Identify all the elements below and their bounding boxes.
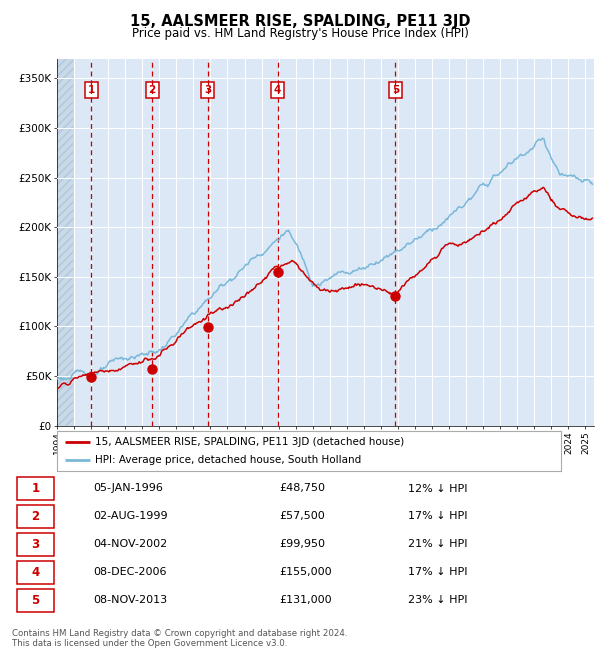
Text: 3: 3 [204, 85, 211, 96]
Text: 4: 4 [31, 566, 40, 579]
Text: 15, AALSMEER RISE, SPALDING, PE11 3JD: 15, AALSMEER RISE, SPALDING, PE11 3JD [130, 14, 470, 29]
Text: 08-DEC-2006: 08-DEC-2006 [94, 567, 167, 577]
Bar [57, 58, 73, 426]
Text: Contains HM Land Registry data © Crown copyright and database right 2024.
This d: Contains HM Land Registry data © Crown c… [12, 629, 347, 648]
Bar [57, 58, 73, 426]
Text: £155,000: £155,000 [280, 567, 332, 577]
Text: 17% ↓ HPI: 17% ↓ HPI [408, 512, 467, 521]
Text: 23% ↓ HPI: 23% ↓ HPI [408, 595, 467, 605]
Text: 5: 5 [392, 85, 399, 96]
Text: Price paid vs. HM Land Registry's House Price Index (HPI): Price paid vs. HM Land Registry's House … [131, 27, 469, 40]
Text: £131,000: £131,000 [280, 595, 332, 605]
Text: 12% ↓ HPI: 12% ↓ HPI [408, 484, 467, 493]
FancyBboxPatch shape [17, 533, 55, 556]
Text: 02-AUG-1999: 02-AUG-1999 [94, 512, 168, 521]
FancyBboxPatch shape [17, 561, 55, 584]
Text: 21% ↓ HPI: 21% ↓ HPI [408, 540, 467, 549]
Text: 17% ↓ HPI: 17% ↓ HPI [408, 567, 467, 577]
Text: 5: 5 [31, 594, 40, 607]
Text: £48,750: £48,750 [280, 484, 326, 493]
Text: £99,950: £99,950 [280, 540, 326, 549]
Text: 1: 1 [32, 482, 40, 495]
Text: 04-NOV-2002: 04-NOV-2002 [94, 540, 168, 549]
Text: 05-JAN-1996: 05-JAN-1996 [94, 484, 163, 493]
FancyBboxPatch shape [17, 477, 55, 500]
Text: 4: 4 [274, 85, 281, 96]
Text: 3: 3 [32, 538, 40, 551]
FancyBboxPatch shape [17, 589, 55, 612]
FancyBboxPatch shape [17, 505, 55, 528]
Text: 1: 1 [88, 85, 95, 96]
Text: 08-NOV-2013: 08-NOV-2013 [94, 595, 167, 605]
Text: 2: 2 [32, 510, 40, 523]
Text: 15, AALSMEER RISE, SPALDING, PE11 3JD (detached house): 15, AALSMEER RISE, SPALDING, PE11 3JD (d… [95, 437, 404, 447]
Text: HPI: Average price, detached house, South Holland: HPI: Average price, detached house, Sout… [95, 456, 361, 465]
Text: 2: 2 [149, 85, 156, 96]
Text: £57,500: £57,500 [280, 512, 325, 521]
